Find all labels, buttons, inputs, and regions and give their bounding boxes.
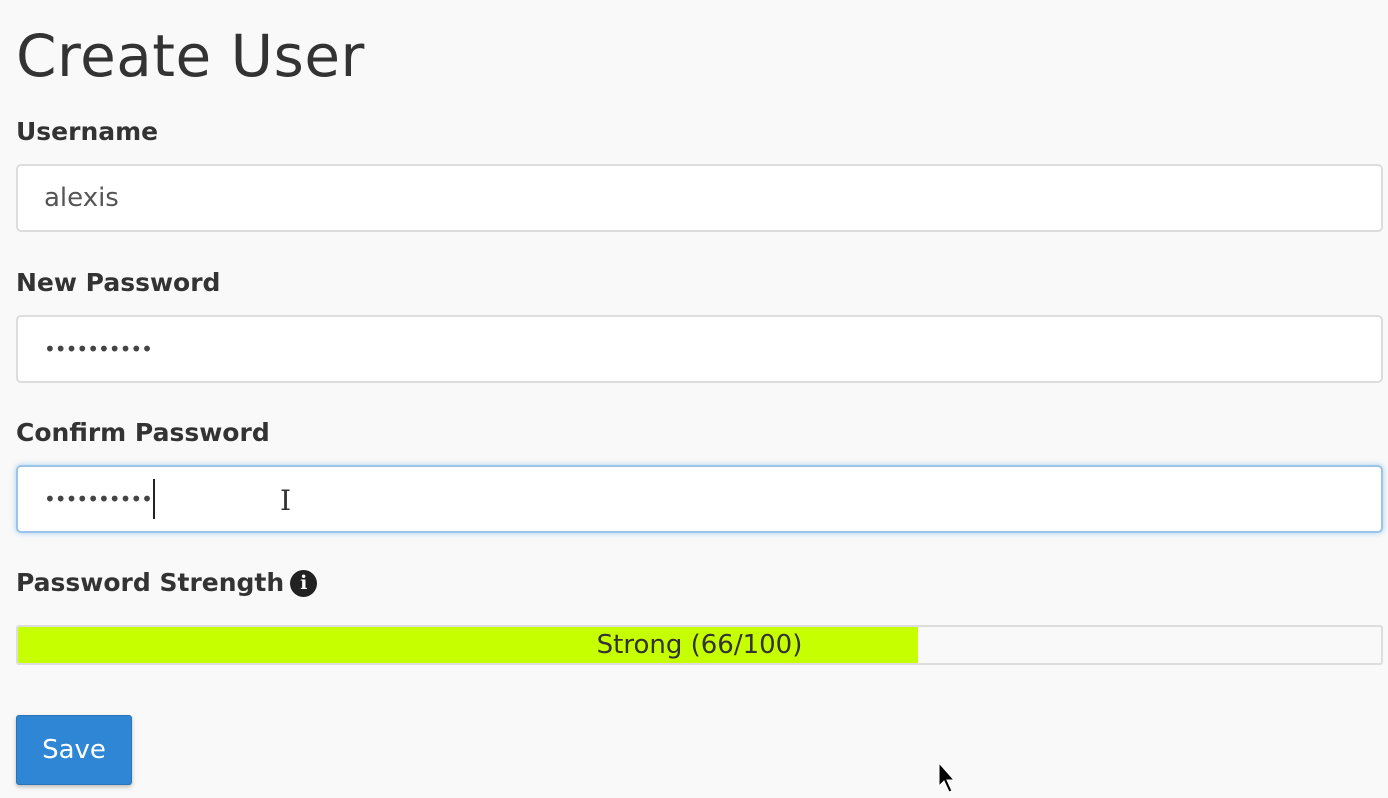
info-circle-icon[interactable]: i [290, 570, 318, 597]
username-value: alexis [44, 183, 119, 213]
password-strength-value: Strong (66/100) [596, 630, 803, 660]
new-password-value: •••••••••• [44, 337, 153, 361]
confirm-password-value: •••••••••• [44, 487, 153, 511]
confirm-password-input[interactable]: •••••••••• [16, 465, 1383, 533]
page-title: Create User [16, 22, 365, 90]
password-strength-label: Password Strength i [16, 568, 318, 597]
save-button[interactable]: Save [16, 715, 132, 785]
mouse-pointer-icon [938, 762, 956, 793]
password-strength-fill [18, 627, 918, 663]
new-password-input[interactable]: •••••••••• [16, 315, 1383, 383]
password-strength-bar: Strong (66/100) [16, 625, 1383, 665]
ibeam-cursor-icon: I [280, 484, 292, 517]
new-password-label: New Password [16, 268, 221, 297]
username-label: Username [16, 117, 159, 146]
username-input[interactable]: alexis [16, 164, 1383, 232]
password-strength-text: Password Strength [16, 568, 285, 597]
text-caret [152, 479, 155, 519]
confirm-password-label: Confirm Password [16, 418, 270, 447]
